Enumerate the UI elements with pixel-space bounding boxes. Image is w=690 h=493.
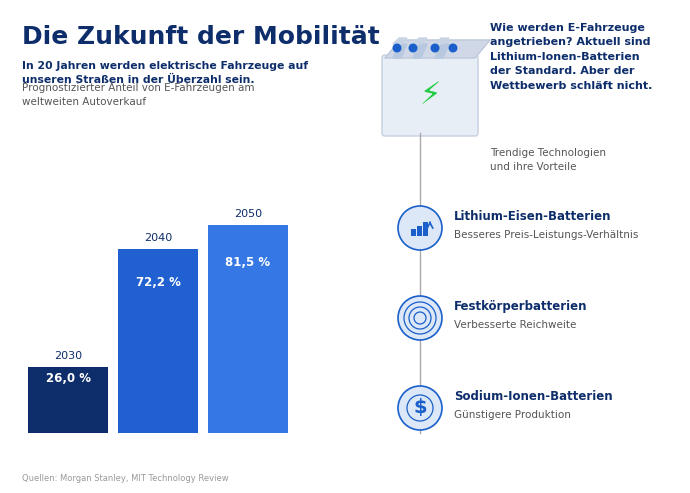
Text: $: $ <box>413 398 427 418</box>
Circle shape <box>393 43 402 52</box>
Text: In 20 Jahren werden elektrische Fahrzeuge auf
unseren Straßen in der Überzahl se: In 20 Jahren werden elektrische Fahrzeug… <box>22 61 308 85</box>
Text: 26,0 %: 26,0 % <box>46 372 90 385</box>
Bar <box>411 229 416 236</box>
Text: Prognostizierter Anteil von E-Fahrzeugen am
weltweiten Autoverkauf: Prognostizierter Anteil von E-Fahrzeugen… <box>22 83 255 107</box>
Text: Die Zukunft der Mobilität: Die Zukunft der Mobilität <box>22 25 380 49</box>
Text: Lithium-Eisen-Batterien: Lithium-Eisen-Batterien <box>454 210 611 223</box>
Polygon shape <box>435 38 449 44</box>
Text: 81,5 %: 81,5 % <box>226 256 270 269</box>
Polygon shape <box>393 38 407 44</box>
Polygon shape <box>435 44 449 58</box>
Text: Sodium-Ionen-Batterien: Sodium-Ionen-Batterien <box>454 390 613 403</box>
Text: Festkörperbatterien: Festkörperbatterien <box>454 300 587 313</box>
Polygon shape <box>385 40 490 58</box>
Polygon shape <box>393 44 407 58</box>
Text: Quellen: Morgan Stanley, MIT Technology Review: Quellen: Morgan Stanley, MIT Technology … <box>22 474 228 483</box>
Text: 2050: 2050 <box>234 209 262 219</box>
Circle shape <box>448 43 457 52</box>
Text: Verbesserte Reichweite: Verbesserte Reichweite <box>454 320 576 330</box>
Circle shape <box>431 43 440 52</box>
Circle shape <box>398 296 442 340</box>
FancyBboxPatch shape <box>382 55 478 136</box>
Text: Trendige Technologien
und ihre Vorteile: Trendige Technologien und ihre Vorteile <box>490 148 606 172</box>
Bar <box>423 222 428 236</box>
Bar <box>28 367 108 433</box>
Bar <box>118 249 198 433</box>
Bar <box>417 226 422 236</box>
Bar <box>208 225 288 433</box>
Polygon shape <box>413 44 427 58</box>
Circle shape <box>408 43 417 52</box>
Circle shape <box>398 386 442 430</box>
Polygon shape <box>413 38 427 44</box>
Text: Günstigere Produktion: Günstigere Produktion <box>454 410 571 420</box>
Text: ⚡: ⚡ <box>420 81 441 110</box>
Text: Besseres Preis-Leistungs-Verhältnis: Besseres Preis-Leistungs-Verhältnis <box>454 230 638 240</box>
Text: 2030: 2030 <box>54 351 82 361</box>
Text: Wie werden E-Fahrzeuge
angetrieben? Aktuell sind
Lithium-Ionen-Batterien
der Sta: Wie werden E-Fahrzeuge angetrieben? Aktu… <box>490 23 652 91</box>
Circle shape <box>398 206 442 250</box>
Text: 72,2 %: 72,2 % <box>135 276 181 288</box>
Text: 2040: 2040 <box>144 233 172 243</box>
